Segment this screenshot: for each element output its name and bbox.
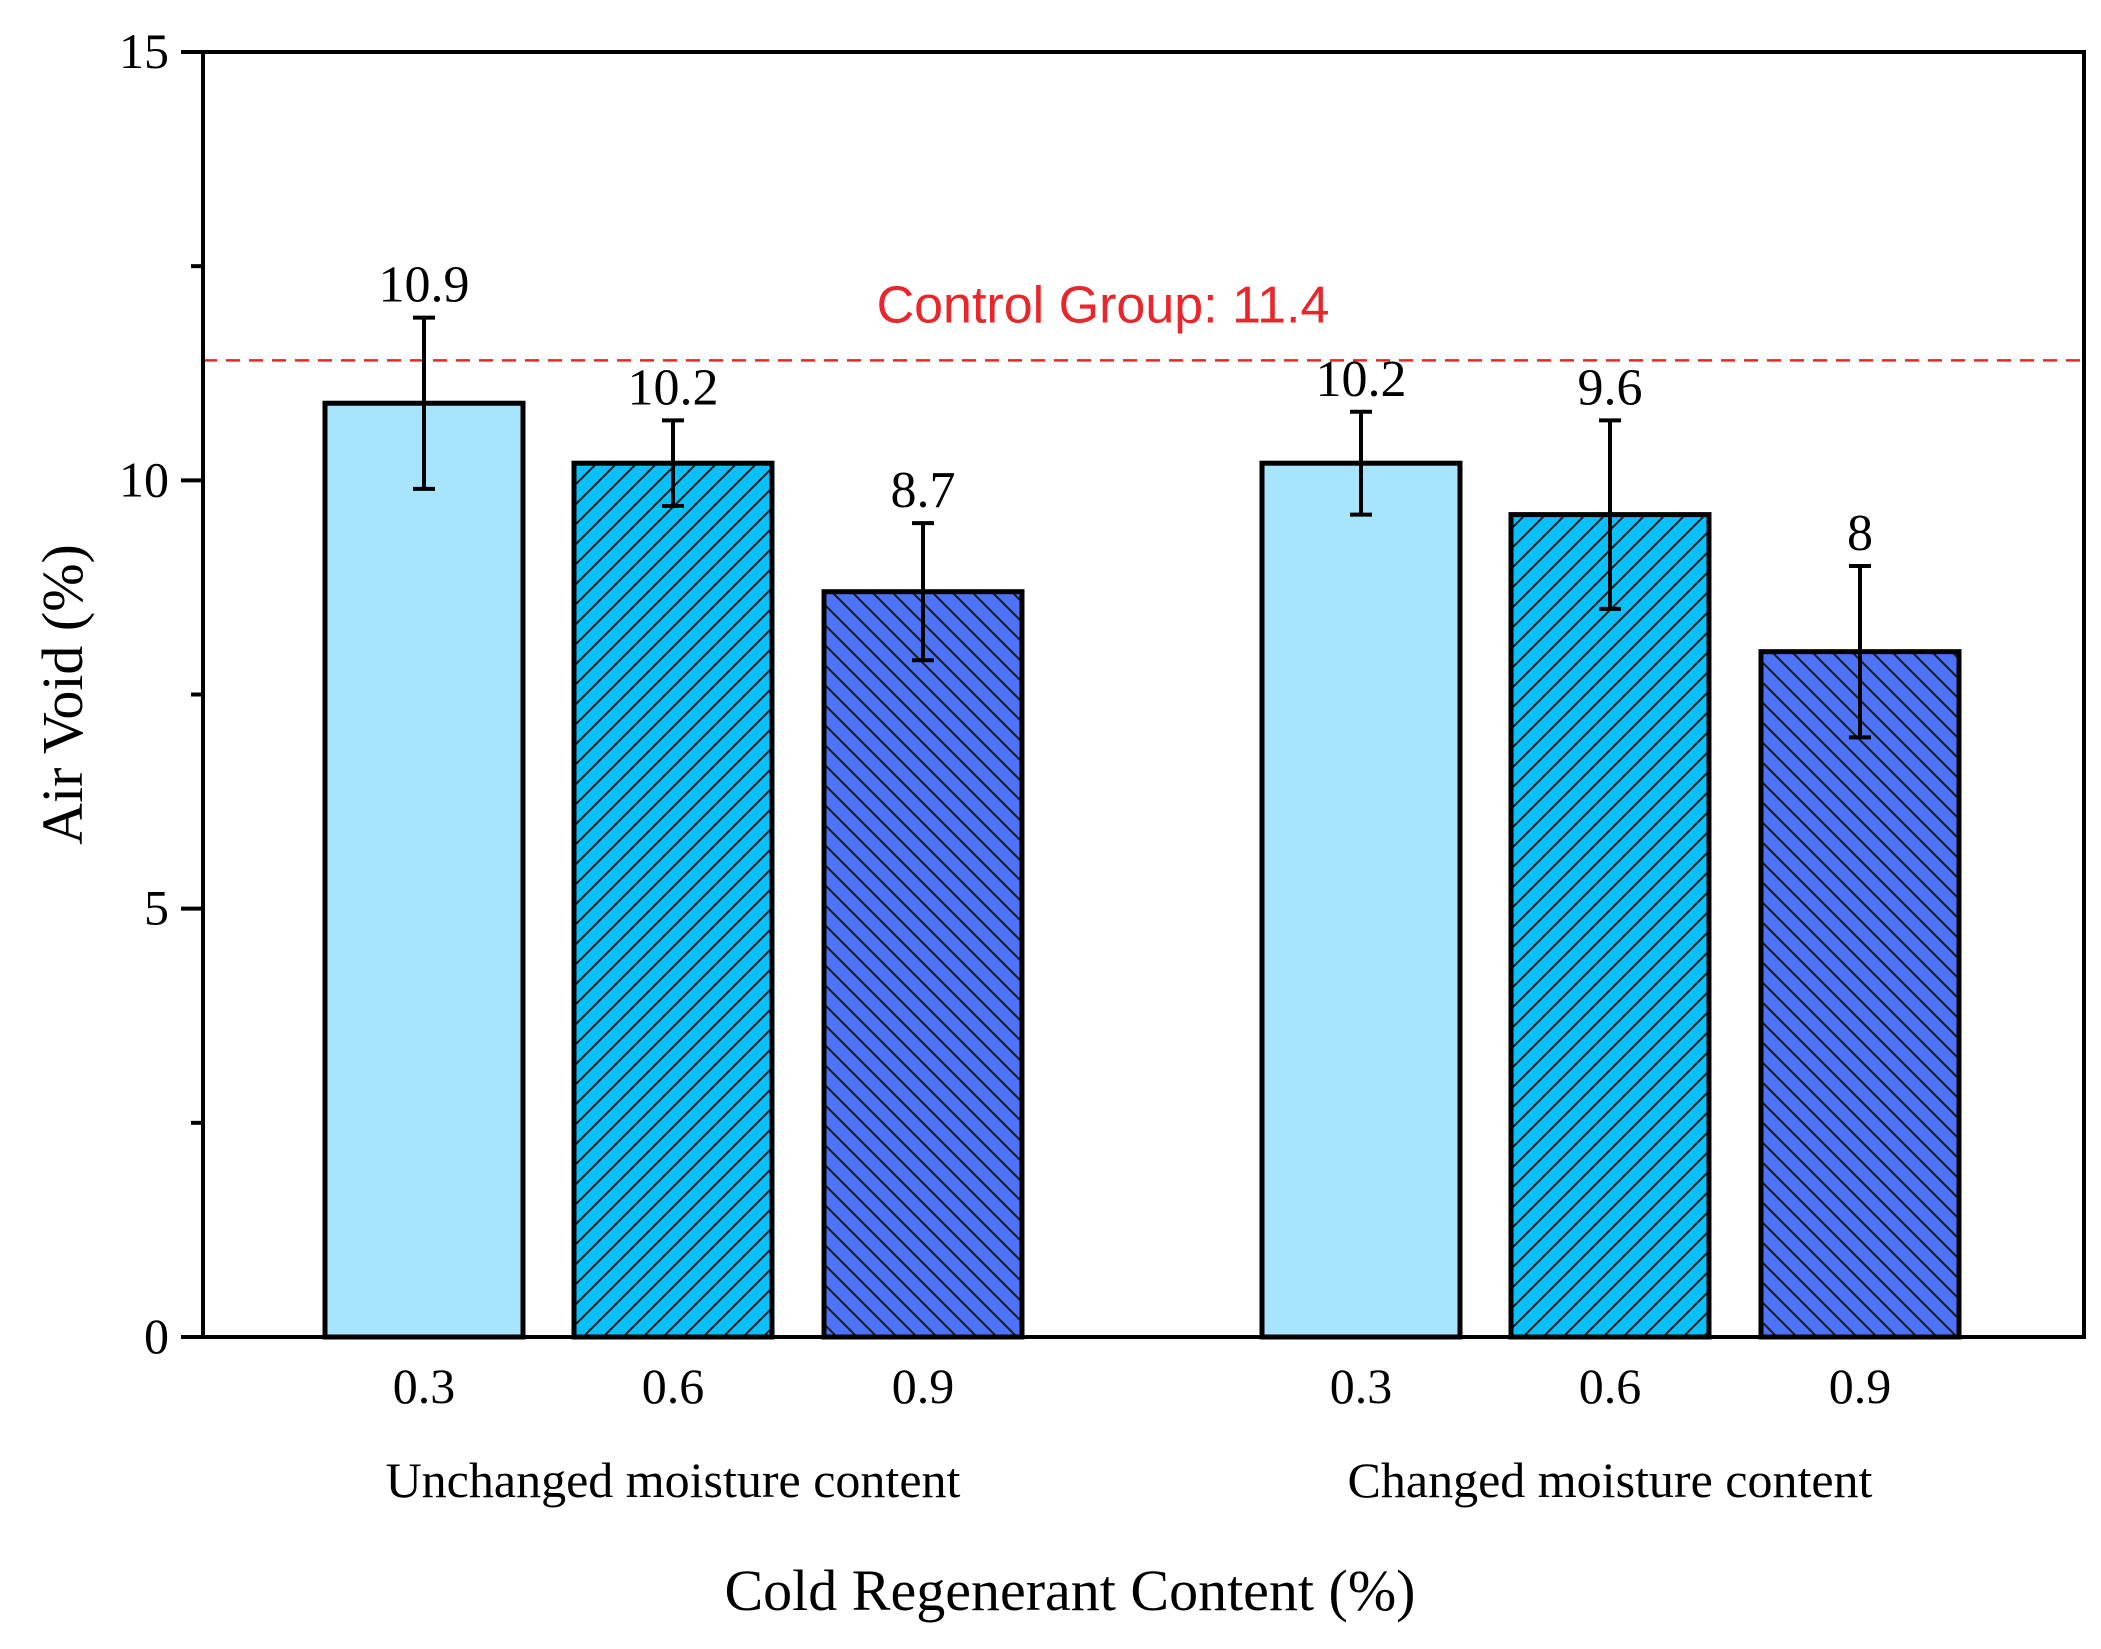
x-tick-label: 0.3: [393, 1358, 456, 1414]
value-label: 10.2: [1316, 351, 1407, 408]
x-tick-label: 0.3: [1330, 1358, 1393, 1414]
y-tick-label: 0: [144, 1308, 169, 1364]
bar-hatch: [1511, 514, 1709, 1337]
bar-hatch: [824, 591, 1022, 1337]
y-axis-title: Air Void (%): [30, 544, 95, 845]
x-tick-label: 0.6: [642, 1358, 705, 1414]
bar-hatch: [574, 463, 772, 1337]
group-label: Unchanged moisture content: [386, 1452, 961, 1508]
x-tick-label: 0.6: [1579, 1358, 1642, 1414]
value-label: 8.7: [891, 462, 956, 519]
value-label: 8: [1847, 505, 1873, 562]
y-tick-label: 5: [144, 880, 169, 936]
value-label: 9.6: [1578, 359, 1643, 416]
value-label: 10.2: [628, 359, 719, 416]
x-axis-title: Cold Regenerant Content (%): [725, 1558, 1416, 1623]
bar: [1262, 463, 1460, 1337]
bar-hatch: [1761, 651, 1959, 1337]
value-label: 10.9: [379, 257, 470, 314]
y-tick-label: 10: [119, 451, 169, 507]
x-tick-label: 0.9: [892, 1358, 955, 1414]
bar: [325, 403, 523, 1337]
x-tick-label: 0.9: [1829, 1358, 1892, 1414]
y-tick-label: 15: [119, 23, 169, 79]
control-group-label: Control Group: 11.4: [877, 276, 1330, 334]
group-label: Changed moisture content: [1348, 1452, 1873, 1508]
